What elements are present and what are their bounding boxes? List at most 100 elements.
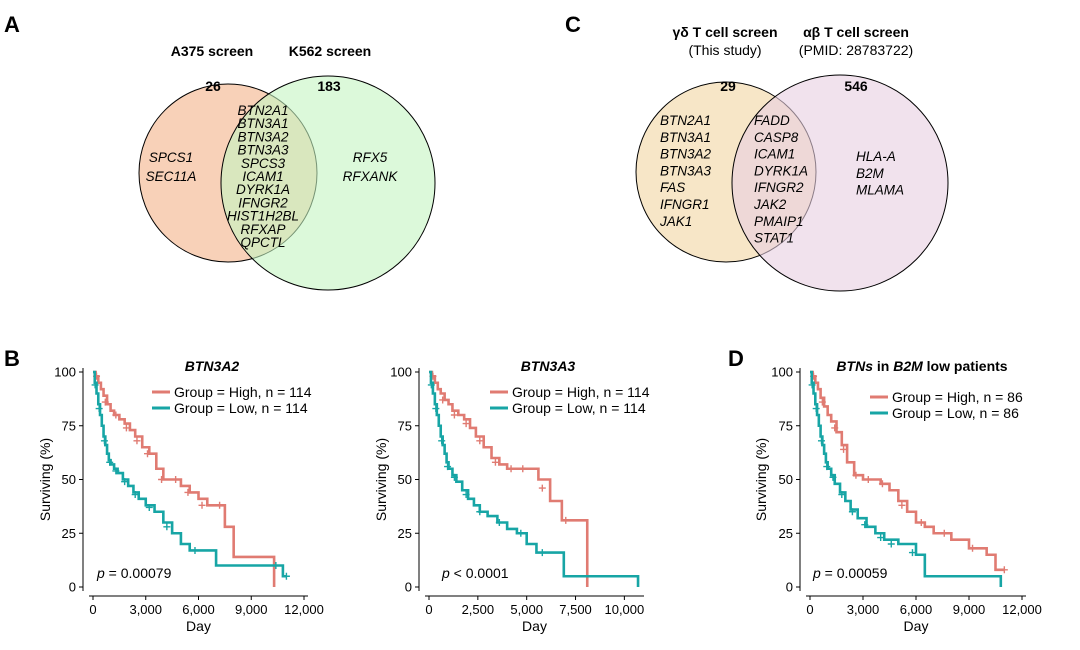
p-value: p = 0.00059 [812,565,888,581]
gene-label: PMAIP1 [754,214,804,229]
plot-title-part: in [873,358,893,374]
panel-label-d: D [728,346,744,371]
censor-mark [878,480,886,488]
censor-mark [216,501,224,509]
panel-label-c: C [565,12,581,37]
x-tick-label: 10,000 [604,602,644,617]
gene-label: IFNGR2 [754,180,804,195]
censor-mark [861,521,869,529]
censor-mark [91,381,99,389]
gene-label: STAT1 [754,231,794,246]
venn-c-left-count: 29 [720,78,736,94]
venn-c-right-count: 546 [844,78,868,94]
gene-label: BTN3A1 [237,116,288,131]
censor-mark [172,476,180,483]
gene-label: JAK2 [753,197,787,212]
plot-title-part: BTNs [836,358,873,374]
censor-mark [1000,566,1008,574]
gene-label: QPCTL [240,235,285,250]
p-value-text: = 0.00059 [821,565,888,581]
p-value-text: < 0.0001 [450,565,509,581]
censor-mark [144,450,152,458]
x-tick-label: 3,000 [847,602,880,617]
gene-label: BTN3A2 [237,129,289,144]
y-tick-label: 25 [779,526,793,541]
censor-mark [519,465,527,473]
legend-label: Group = Low, n = 114 [174,400,308,416]
x-tick-label: 9,000 [235,602,268,617]
censor-mark [817,437,825,445]
gene-label: BTN3A1 [660,130,711,145]
x-tick-label: 2,500 [462,602,495,617]
censor-mark [282,572,290,580]
y-tick-label: 75 [779,418,793,433]
x-tick-label: 9,000 [953,602,986,617]
venn-a-left-title: A375 screen [171,43,254,59]
censor-mark [476,508,484,516]
x-tick-label: 12,000 [1002,602,1042,617]
censor-mark [864,476,872,483]
p-value: p = 0.00079 [96,565,172,581]
plot-title-part: low patients [923,358,1008,374]
plot-title: BTN3A2 [185,358,240,374]
gene-label: MLAMA [856,183,904,198]
panel-label-a: A [4,12,20,37]
censor-mark [450,473,458,481]
gene-label: HLA-A [856,149,896,164]
y-tick-label: 0 [405,580,412,595]
y-tick-label: 0 [786,580,793,595]
x-tick-label: 5,000 [510,602,543,617]
censor-mark [184,488,192,496]
gene-label: DYRK1A [236,182,290,197]
y-tick-label: 75 [398,418,412,433]
survival-curve-high [93,370,276,587]
x-tick-label: 3,000 [129,602,162,617]
censor-mark [198,501,206,509]
venn-c-left-title: γδ T cell screen [673,24,778,40]
censor-mark [131,491,139,499]
plot-title-part: B2M [893,358,923,374]
km-plot-btn3a3: BTN3A3 0 25 50 75 100 0 2,500 5,000 7,500 10,000 Da… [373,358,650,634]
y-tick-label: 100 [771,365,793,380]
censor-mark [917,519,925,526]
censor-mark [829,473,837,481]
venn-a-right-genes: RFX5 RFXANK [343,150,399,184]
venn-a-right-title: K562 screen [289,43,372,59]
x-tick-label: 0 [806,602,813,617]
gene-label: SEC11A [146,169,197,184]
venn-a-right-count: 183 [317,78,341,94]
censor-mark [838,491,846,499]
gene-label: BTN2A1 [237,103,288,118]
gene-label: SPCS1 [149,150,193,165]
censor-mark [100,437,108,445]
gene-label: RFXANK [343,169,399,184]
censor-mark [877,534,885,542]
censor-mark [840,445,848,453]
legend-label: Group = High, n = 114 [174,384,312,400]
x-axis-label: Day [186,618,211,634]
x-tick-label: 7,500 [559,602,592,617]
censor-mark [95,405,103,413]
p-value-symbol: p [96,565,105,581]
censor-mark [538,484,546,492]
km-plot-btns-b2m-low: BTNs in B2M low patients 0 25 50 75 100 0 3,000… [753,358,1042,634]
y-tick-label: 50 [62,472,76,487]
gene-label: ICAM1 [242,169,283,184]
x-tick-label: 6,000 [182,602,215,617]
p-value-text: = 0.00079 [105,565,172,581]
censor-mark [831,424,839,432]
censor-mark [432,405,440,413]
y-tick-label: 50 [779,472,793,487]
censor-mark [121,478,129,486]
panel-label-b: B [4,346,20,371]
gene-label: HIST1H2BL [227,209,299,224]
gene-label: IFNGR1 [660,197,710,212]
p-value-symbol: p [441,565,450,581]
venn-c-right-subtitle: (PMID: 28783722) [799,42,913,58]
censor-mark [145,503,153,511]
y-axis-label: Surviving (%) [753,438,769,521]
y-tick-label: 50 [398,472,412,487]
